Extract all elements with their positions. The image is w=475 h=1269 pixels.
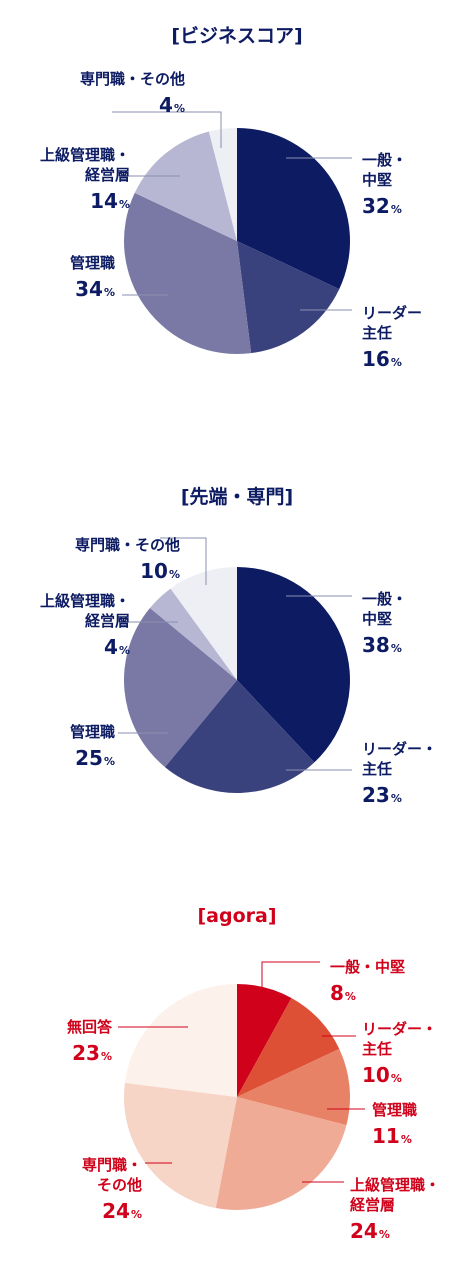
slice-label: 主任	[362, 760, 392, 778]
slice-label: 一般・	[362, 590, 407, 608]
slice-value: 32%	[362, 194, 402, 218]
pie-slice	[134, 131, 237, 241]
chart-title: [agora]	[197, 905, 276, 927]
slice-label: 専門職・その他	[80, 70, 185, 88]
slice-label: 一般・	[362, 151, 407, 169]
slice-value: 8%	[330, 981, 356, 1005]
slice-label: 専門職・その他	[75, 536, 180, 554]
pie-slice	[164, 680, 315, 793]
pie-slice	[237, 1048, 351, 1126]
slice-value: 23%	[72, 1041, 112, 1065]
pie-slice	[215, 1097, 347, 1211]
slice-value: 14%	[90, 189, 130, 213]
slice-value: 23%	[362, 783, 402, 807]
pie-chart-2: [先端・専門] 一般・中堅 38% リーダー・主任 23% 管理職 25% 上級管理職・経営層…	[40, 485, 437, 807]
pie-slice	[208, 128, 237, 241]
leader-line	[160, 537, 207, 585]
pie-slice	[149, 588, 237, 680]
pie-slice	[123, 192, 252, 355]
slice-label: 一般・中堅	[330, 958, 405, 976]
leader-line	[261, 961, 320, 1000]
slice-label: 経営層	[85, 612, 130, 630]
slice-value: 4%	[104, 635, 130, 659]
slice-label: 管理職	[70, 254, 115, 272]
slice-value: 24%	[350, 1219, 390, 1243]
slice-label: 上級管理職・	[40, 592, 130, 610]
slice-label: 上級管理職・	[350, 1176, 440, 1194]
pie-slice	[237, 997, 340, 1097]
slice-label: 管理職	[70, 723, 115, 741]
pie-slice	[170, 567, 237, 680]
slice-value: 38%	[362, 633, 402, 657]
slice-label: リーダー	[362, 304, 422, 322]
slice-label: 主任	[362, 1040, 392, 1058]
slice-label: 経営層	[350, 1196, 395, 1214]
slice-label: 中堅	[362, 610, 392, 628]
slice-value: 10%	[140, 559, 180, 583]
pie-slice	[237, 241, 340, 354]
pie-slice	[237, 567, 350, 763]
slice-label: リーダー・	[362, 740, 437, 758]
slice-value: 10%	[362, 1063, 402, 1087]
chart-title: [ビジネスコア]	[171, 25, 302, 47]
slice-value: 4%	[159, 93, 185, 117]
slice-label: 中堅	[362, 171, 392, 189]
leader-line	[112, 111, 222, 148]
slice-value: 24%	[102, 1199, 142, 1223]
slice-value: 25%	[75, 746, 115, 770]
pie-chart-3: [agora] 一般・中堅 8% リーダー・主任 10% 管理職 11% 上級管理職・経営層 2…	[67, 905, 440, 1243]
pie-slice	[237, 984, 292, 1097]
slice-label: その他	[97, 1176, 142, 1194]
pie-slice	[124, 984, 237, 1097]
pie-slice	[123, 1082, 237, 1208]
slice-label: 経営層	[85, 166, 130, 184]
slice-value: 34%	[75, 277, 115, 301]
slice-label: 主任	[362, 324, 392, 342]
slice-label: リーダー・	[362, 1020, 437, 1038]
chart-title: [先端・専門]	[181, 485, 293, 508]
slice-label: 管理職	[372, 1101, 417, 1119]
slice-label: 上級管理職・	[40, 146, 130, 164]
pie-slice	[123, 607, 237, 768]
slice-label: 無回答	[67, 1018, 113, 1036]
pie-slice	[237, 128, 351, 290]
slice-label: 専門職・	[82, 1156, 142, 1174]
slice-value: 16%	[362, 347, 402, 371]
slice-value: 11%	[372, 1124, 412, 1148]
